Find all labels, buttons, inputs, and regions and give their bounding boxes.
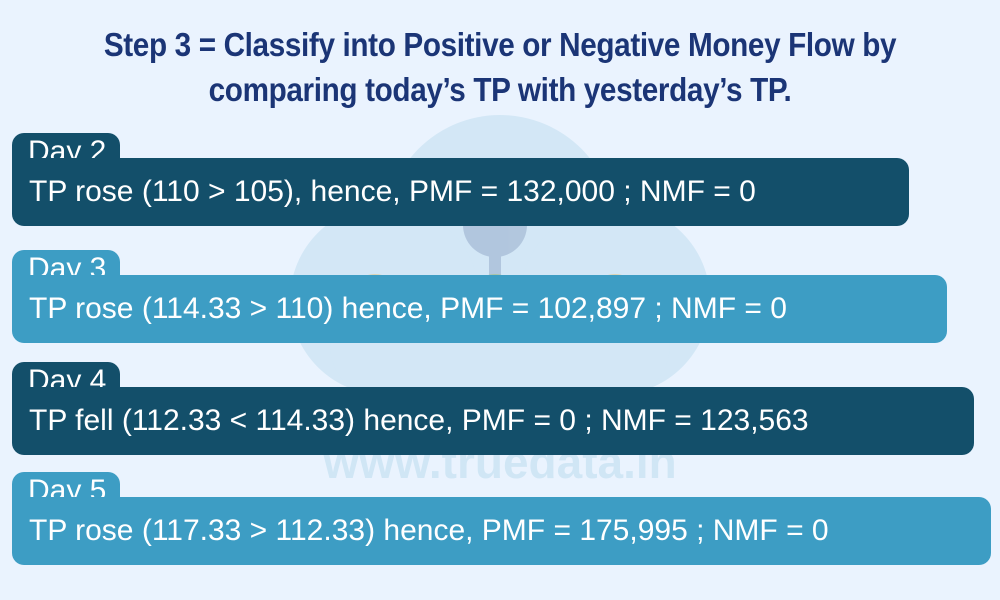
day-description: TP rose (117.33 > 112.33) hence, PMF = 1… xyxy=(12,497,991,565)
title-line-2: comparing today’s TP with yesterday’s TP… xyxy=(208,71,792,108)
day-description: TP rose (110 > 105), hence, PMF = 132,00… xyxy=(12,158,909,226)
day-description: TP rose (114.33 > 110) hence, PMF = 102,… xyxy=(12,275,947,343)
title-line-1: Step 3 = Classify into Positive or Negat… xyxy=(103,26,897,63)
day-description: TP fell (112.33 < 114.33) hence, PMF = 0… xyxy=(12,387,974,455)
page-title: Step 3 = Classify into Positive or Negat… xyxy=(50,22,950,112)
